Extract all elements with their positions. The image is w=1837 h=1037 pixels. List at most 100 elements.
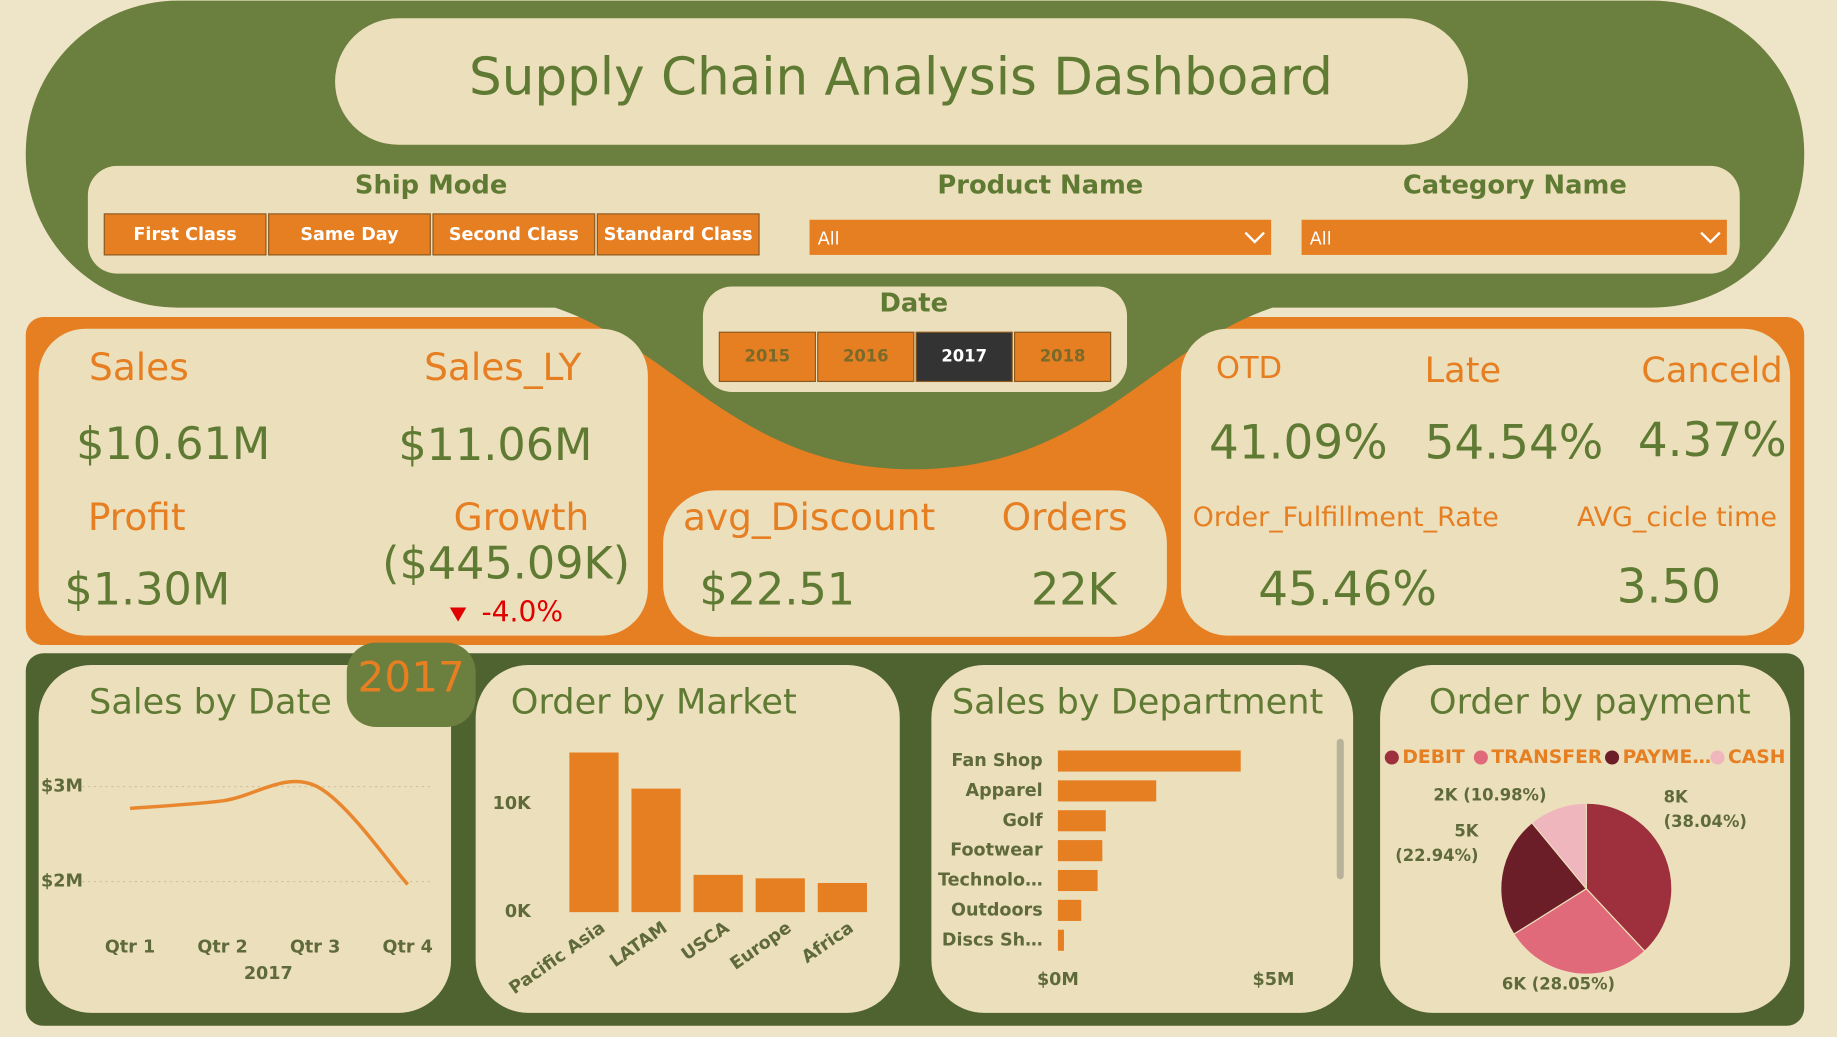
bar [1057, 899, 1082, 921]
kpi-value: $1.30M [64, 564, 230, 615]
y-tick-label: Golf [1003, 811, 1044, 831]
kpi-value: $22.51 [699, 564, 855, 615]
filter-label: Category Name [1403, 170, 1627, 200]
title-pill [335, 18, 1468, 145]
dropdown-value: All [818, 230, 840, 250]
filter-label: Product Name [937, 170, 1143, 200]
pie-slice [1513, 887, 1646, 975]
kpi-change: -4.0% [482, 595, 564, 628]
x-tick-label: $5M [1253, 970, 1295, 990]
legend-label: TRANSFER [1491, 747, 1602, 768]
legend-label: DEBIT [1402, 747, 1465, 768]
kpi-value: 41.09% [1209, 416, 1388, 470]
y-tick-label: Footwear [950, 841, 1043, 861]
date-button[interactable] [915, 331, 1013, 383]
pie-slice [1585, 802, 1673, 953]
y-tick-label: Outdoors [951, 900, 1043, 920]
chart-title: Order by payment [1429, 682, 1751, 723]
chart-band [25, 653, 1805, 1026]
bar [1057, 750, 1241, 772]
filter-label: Date [880, 289, 949, 319]
chevron [1700, 231, 1721, 244]
kpi-label: Sales_LY [424, 345, 581, 389]
kpi-label: Canceld [1641, 350, 1782, 391]
kpi-value: $11.06M [398, 420, 592, 471]
kpi-label: Orders [1002, 495, 1128, 539]
legend-swatch [1710, 750, 1725, 765]
ship-mode-button[interactable] [432, 213, 596, 256]
bar [631, 788, 681, 913]
x-tick-label: Qtr 2 [197, 937, 247, 957]
ship-mode-button[interactable] [596, 213, 760, 256]
chart-card [475, 664, 900, 1013]
kpi-label: OTD [1216, 351, 1282, 386]
bar [1057, 780, 1157, 802]
kpi-value: 22K [1031, 564, 1119, 615]
bar [569, 752, 619, 913]
year-badge [346, 642, 476, 728]
bar [1057, 929, 1064, 951]
kpi-value: 45.46% [1258, 563, 1437, 617]
legend-label: CASH [1728, 747, 1785, 768]
kpi-label: Profit [88, 495, 186, 539]
button-label: First Class [133, 225, 236, 245]
bar [755, 878, 805, 913]
data-label: 6K (28.05%) [1502, 974, 1615, 993]
kpi-value: $10.61M [76, 419, 270, 470]
kpi-value: ($445.09K) [382, 539, 630, 590]
kpi-label: avg_Discount [683, 495, 935, 539]
kpi-card [38, 328, 648, 636]
dropdown[interactable] [809, 219, 1272, 255]
button-label: 2017 [941, 346, 987, 365]
chevron [1244, 231, 1265, 244]
y-tick-label: Apparel [965, 781, 1042, 801]
button-label: 2018 [1040, 346, 1086, 365]
dropdown[interactable] [1301, 219, 1727, 255]
button-label: Same Day [300, 225, 399, 245]
x-tick-label: Qtr 3 [290, 937, 340, 957]
button-label: 2016 [843, 346, 889, 365]
title: Supply Chain Analysis Dashboard [469, 47, 1333, 107]
legend-swatch [1605, 750, 1620, 765]
scrollbar[interactable] [1336, 738, 1344, 880]
date-button[interactable] [817, 331, 915, 383]
chart-title: Sales by Date [89, 682, 332, 723]
y-tick-label: 0K [505, 902, 532, 922]
chart-card [931, 664, 1354, 1013]
y-tick-label: Technolo… [938, 871, 1043, 891]
kpi-label: Late [1425, 350, 1501, 391]
data-label: 5K (22.94%) [1395, 821, 1480, 865]
date-button[interactable] [718, 331, 816, 383]
y-tick-label: $2M [41, 872, 83, 892]
x-tick-label: Qtr 4 [383, 937, 433, 957]
button-label: 2015 [745, 346, 791, 365]
kpi-label: Order_Fulfillment_Rate [1193, 502, 1499, 533]
legend-label: PAYME… [1623, 747, 1711, 768]
date-button[interactable] [1013, 331, 1112, 383]
kpi-value: 4.37% [1638, 414, 1787, 468]
legend-swatch [1384, 750, 1399, 765]
kpi-label: Sales [89, 345, 189, 389]
x-axis-title: 2017 [244, 964, 293, 984]
bar [1057, 869, 1098, 892]
legend-swatch [1473, 750, 1488, 765]
y-tick-label: Fan Shop [951, 751, 1042, 771]
button-label: Standard Class [604, 225, 753, 245]
x-tick-label: Qtr 1 [105, 937, 155, 957]
buttons: First Class Same Day Second Class Standard … [103, 213, 1112, 383]
bar [817, 882, 867, 913]
y-tick-label: 10K [493, 794, 532, 814]
ship-mode-button[interactable] [103, 213, 267, 256]
kpi-label: Growth [454, 495, 590, 539]
bar [1057, 840, 1103, 862]
chart-title: Sales by Department [952, 682, 1323, 723]
kpi-value: 54.54% [1425, 416, 1604, 470]
year-badge-text: 2017 [358, 653, 465, 702]
kpi-card [663, 490, 1167, 637]
chart-card [38, 664, 452, 1013]
kpi-label: AVG_cicle time [1577, 502, 1777, 533]
pie-slice [1500, 821, 1588, 935]
x-tick-label: $0M [1037, 970, 1079, 990]
ship-mode-button[interactable] [268, 213, 431, 256]
